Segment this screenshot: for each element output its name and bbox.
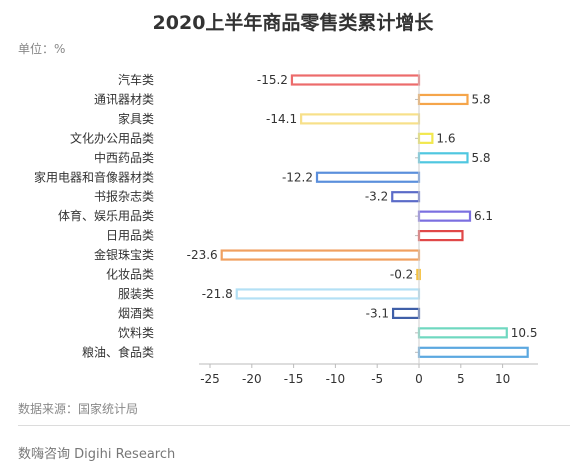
x-tick-label: 5 [457,372,465,386]
category-label: 通讯器材类 [94,92,154,106]
category-label: 饮料类 [118,326,154,340]
value-label: -14.1 [266,112,297,126]
value-label: -23.6 [187,248,218,262]
bar [315,171,421,183]
bar [417,93,469,106]
value-label: -12.2 [282,170,313,184]
category-label: 日用品类 [106,229,154,243]
category-label: 家用电器和音像器材类 [34,169,154,184]
bar [290,74,421,86]
bar [417,210,472,222]
bar [417,152,469,164]
data-source: 数据来源：国家统计局 [18,402,139,416]
category-label: 文化办公用品类 [70,130,154,145]
x-tick-label: 10 [495,372,510,386]
category-label: 家具类 [118,111,154,126]
chart-title: 2020上半年商品零售类累计增长 [152,12,434,34]
value-label: 5.8 [471,151,490,165]
divider [18,425,570,426]
unit-label: 单位：% [18,42,66,56]
bars [220,74,529,358]
value-label: 1.6 [436,131,455,145]
value-label: -3.2 [365,190,388,204]
category-label: 中西药品类 [94,150,154,165]
category-label: 粮油、食品类 [82,344,154,359]
bar [391,191,421,203]
bar [417,346,529,358]
x-tick-label: -10 [326,372,346,386]
value-label: -3.1 [366,306,389,320]
axis-ticks: -25 -20 -15 -10 -5 0 5 10 [200,364,510,386]
value-label: -15.2 [257,73,288,87]
category-label: 书报杂志类 [94,189,154,204]
category-label: 烟酒类 [118,306,154,320]
x-tick-label: 0 [415,372,423,386]
value-label: -0.2 [390,268,413,282]
category-label: 服装类 [118,287,154,301]
category-label: 体育、娱乐用品类 [58,208,154,223]
bar [417,132,434,144]
category-label: 化妆品类 [106,268,154,282]
x-tick-label: -5 [371,372,383,386]
value-label: 10.5 [511,326,538,340]
x-tick-label: -15 [284,372,304,386]
bar [220,249,421,261]
bar [391,307,421,319]
bar [417,327,508,339]
bar [235,288,421,300]
bar [300,113,421,125]
category-label: 汽车类 [118,72,154,87]
category-labels: 汽车类通讯器材类家具类文化办公用品类中西药品类家用电器和音像器材类书报杂志类体育… [34,72,419,359]
value-labels: -15.2 5.8 -14.1 1.6 5.8 -12.2 -3.2 6.1 -23.6 -0.2… [187,73,538,340]
footer-brand: 数嗨咨询 Digihi Research [18,447,176,462]
value-label: -21.8 [202,287,233,301]
value-label: 6.1 [474,209,493,223]
value-label: 5.8 [471,92,490,106]
bar [417,230,464,242]
category-label: 金银珠宝类 [94,247,154,262]
bar-chart: 汽车类通讯器材类家具类文化办公用品类中西药品类家用电器和音像器材类书报杂志类体育… [34,70,538,386]
x-tick-label: -20 [242,372,262,386]
x-tick-label: -25 [200,372,220,386]
